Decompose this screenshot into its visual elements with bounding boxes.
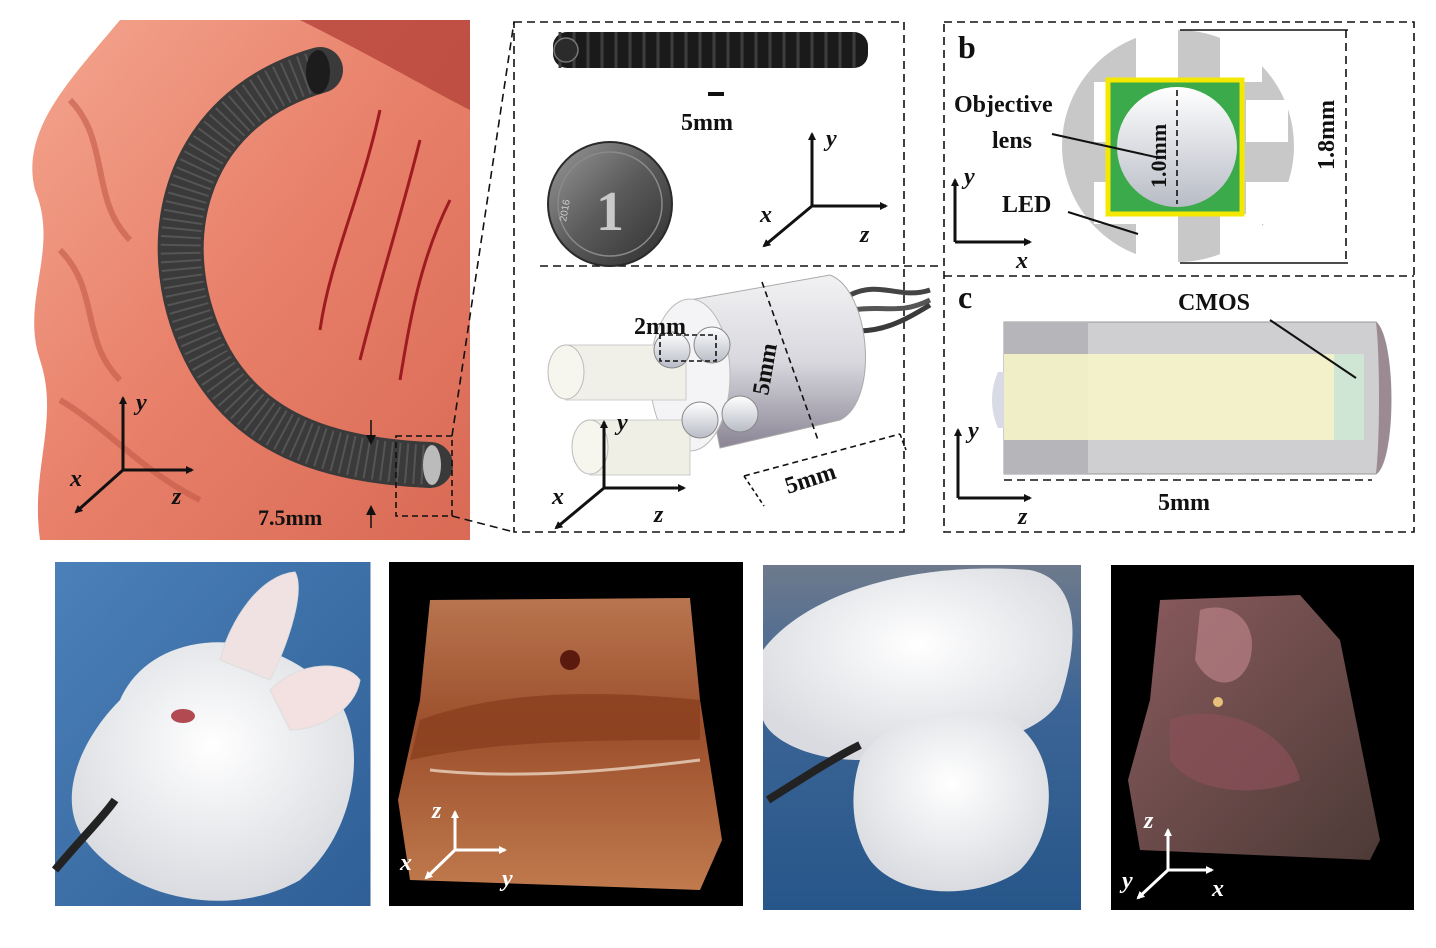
panel-c: c CMOS 5mm y z (954, 279, 1392, 530)
led-leader (1067, 211, 1139, 235)
panel-b-axis-x: x (1015, 248, 1028, 274)
panel-c-axes: y z (954, 418, 1032, 530)
endoscope-cable-2 (765, 741, 862, 804)
rabbit-hindleg (853, 712, 1049, 892)
panel-c-letter: c (958, 279, 972, 315)
model-axis-z: z (653, 502, 664, 528)
panel-a-dimension-label: 7.5mm (258, 505, 322, 530)
scale-bar (708, 92, 724, 96)
recon-1-surface (398, 598, 722, 890)
probe-3d-model: 2mm 5mm 5mm y z x (547, 274, 932, 530)
reconstruction-2: z y x (1111, 565, 1414, 910)
objective-label-line1: Objective (954, 92, 1053, 118)
coin (547, 141, 673, 267)
model-axes: y z x (551, 410, 686, 530)
coin-year: 2016 (558, 198, 573, 222)
model-axis-x: x (551, 484, 564, 510)
middle-panel-frame (513, 21, 905, 533)
rabbit-eye (171, 709, 195, 723)
zoom-box (395, 435, 453, 517)
reconstruction-1: z x y (389, 562, 743, 906)
haustra-folds (57, 97, 202, 503)
recon-2-axis-y: y (1119, 868, 1133, 894)
coin-rim (557, 151, 663, 257)
rabbit-body (763, 568, 1073, 760)
panel-c-axis-z: z (1017, 504, 1028, 530)
panel-a-colon-illustration: 7.5mm y z x (32, 20, 471, 540)
photo-axis-y: y (823, 126, 837, 152)
colon-inner-fold (300, 20, 470, 110)
panel-a-axis-x: x (69, 466, 82, 492)
blood-vessels (318, 109, 452, 381)
objective-leader (1051, 133, 1161, 159)
probe-tip-face (553, 37, 579, 63)
probe-photo-axes: y z x (759, 126, 888, 248)
tube-tip (423, 445, 441, 485)
coin-denomination: 1 (596, 181, 624, 243)
probe-photo: 5mm 1 2016 y z x (547, 32, 888, 267)
recon-2-axis-x: x (1211, 876, 1224, 902)
recon-2-axes: z y x (1119, 808, 1224, 902)
model-spacing-label: 2mm (634, 314, 686, 340)
tube-end-top (306, 50, 330, 94)
panel-a-axis-y: y (133, 390, 147, 416)
spacing-box (659, 334, 717, 362)
cmos-leader (1269, 319, 1357, 379)
rabbit-photo-2 (763, 565, 1081, 910)
recon-1-axis-x: x (399, 850, 412, 876)
length-line (743, 433, 901, 477)
zoom-connector-top (451, 21, 515, 437)
panel-c-axis-y: y (965, 418, 979, 444)
recon-1-axis-z: z (431, 798, 442, 824)
recon-2-axis-z: z (1143, 808, 1154, 834)
panel-a-axis-z: z (171, 484, 182, 510)
probe-cables (848, 286, 931, 298)
recon-1-axes: z x y (399, 798, 513, 892)
diameter-line (761, 281, 819, 441)
panel-c-length-label: 5mm (1158, 490, 1210, 516)
panel-b-axis-y: y (961, 164, 975, 190)
tube-ribs (160, 50, 431, 485)
model-axis-y: y (614, 410, 628, 436)
panel-b-letter: b (958, 29, 976, 65)
optical-path (1004, 354, 1358, 440)
model-length-label: 5mm (782, 459, 839, 500)
panel-b-axes: y x (951, 164, 1032, 274)
rabbit-ear-back (219, 571, 299, 681)
camera-lenses (653, 326, 759, 439)
rabbit-ear-front (269, 665, 361, 731)
scale-bar-label: 5mm (681, 110, 733, 136)
recon-1-axis-y: y (499, 866, 513, 892)
photo-axis-z: z (859, 222, 870, 248)
probe-tube-photo (553, 32, 868, 68)
front-lens (992, 372, 1004, 428)
panel-a-axes: y z x (69, 390, 194, 514)
cmos-sensor (1334, 354, 1364, 440)
panel-b: b 1.0mm 1.8mm Objective lens LED y x (951, 29, 1348, 274)
outer-dim-label: 1.8mm (1314, 100, 1340, 170)
housing-end-cap (1376, 322, 1391, 474)
rabbit-photo-1 (51, 562, 372, 906)
cmos-label: CMOS (1178, 290, 1250, 316)
photo-axis-x: x (759, 202, 772, 228)
zoom-connector-bottom (451, 515, 515, 533)
colon-tissue (32, 20, 471, 540)
objective-lens (1117, 87, 1237, 207)
right-panel-frame (943, 21, 1415, 533)
led-label: LED (1002, 192, 1051, 218)
objective-label-line2: lens (992, 128, 1032, 154)
endoscope-cable-1 (51, 797, 119, 873)
